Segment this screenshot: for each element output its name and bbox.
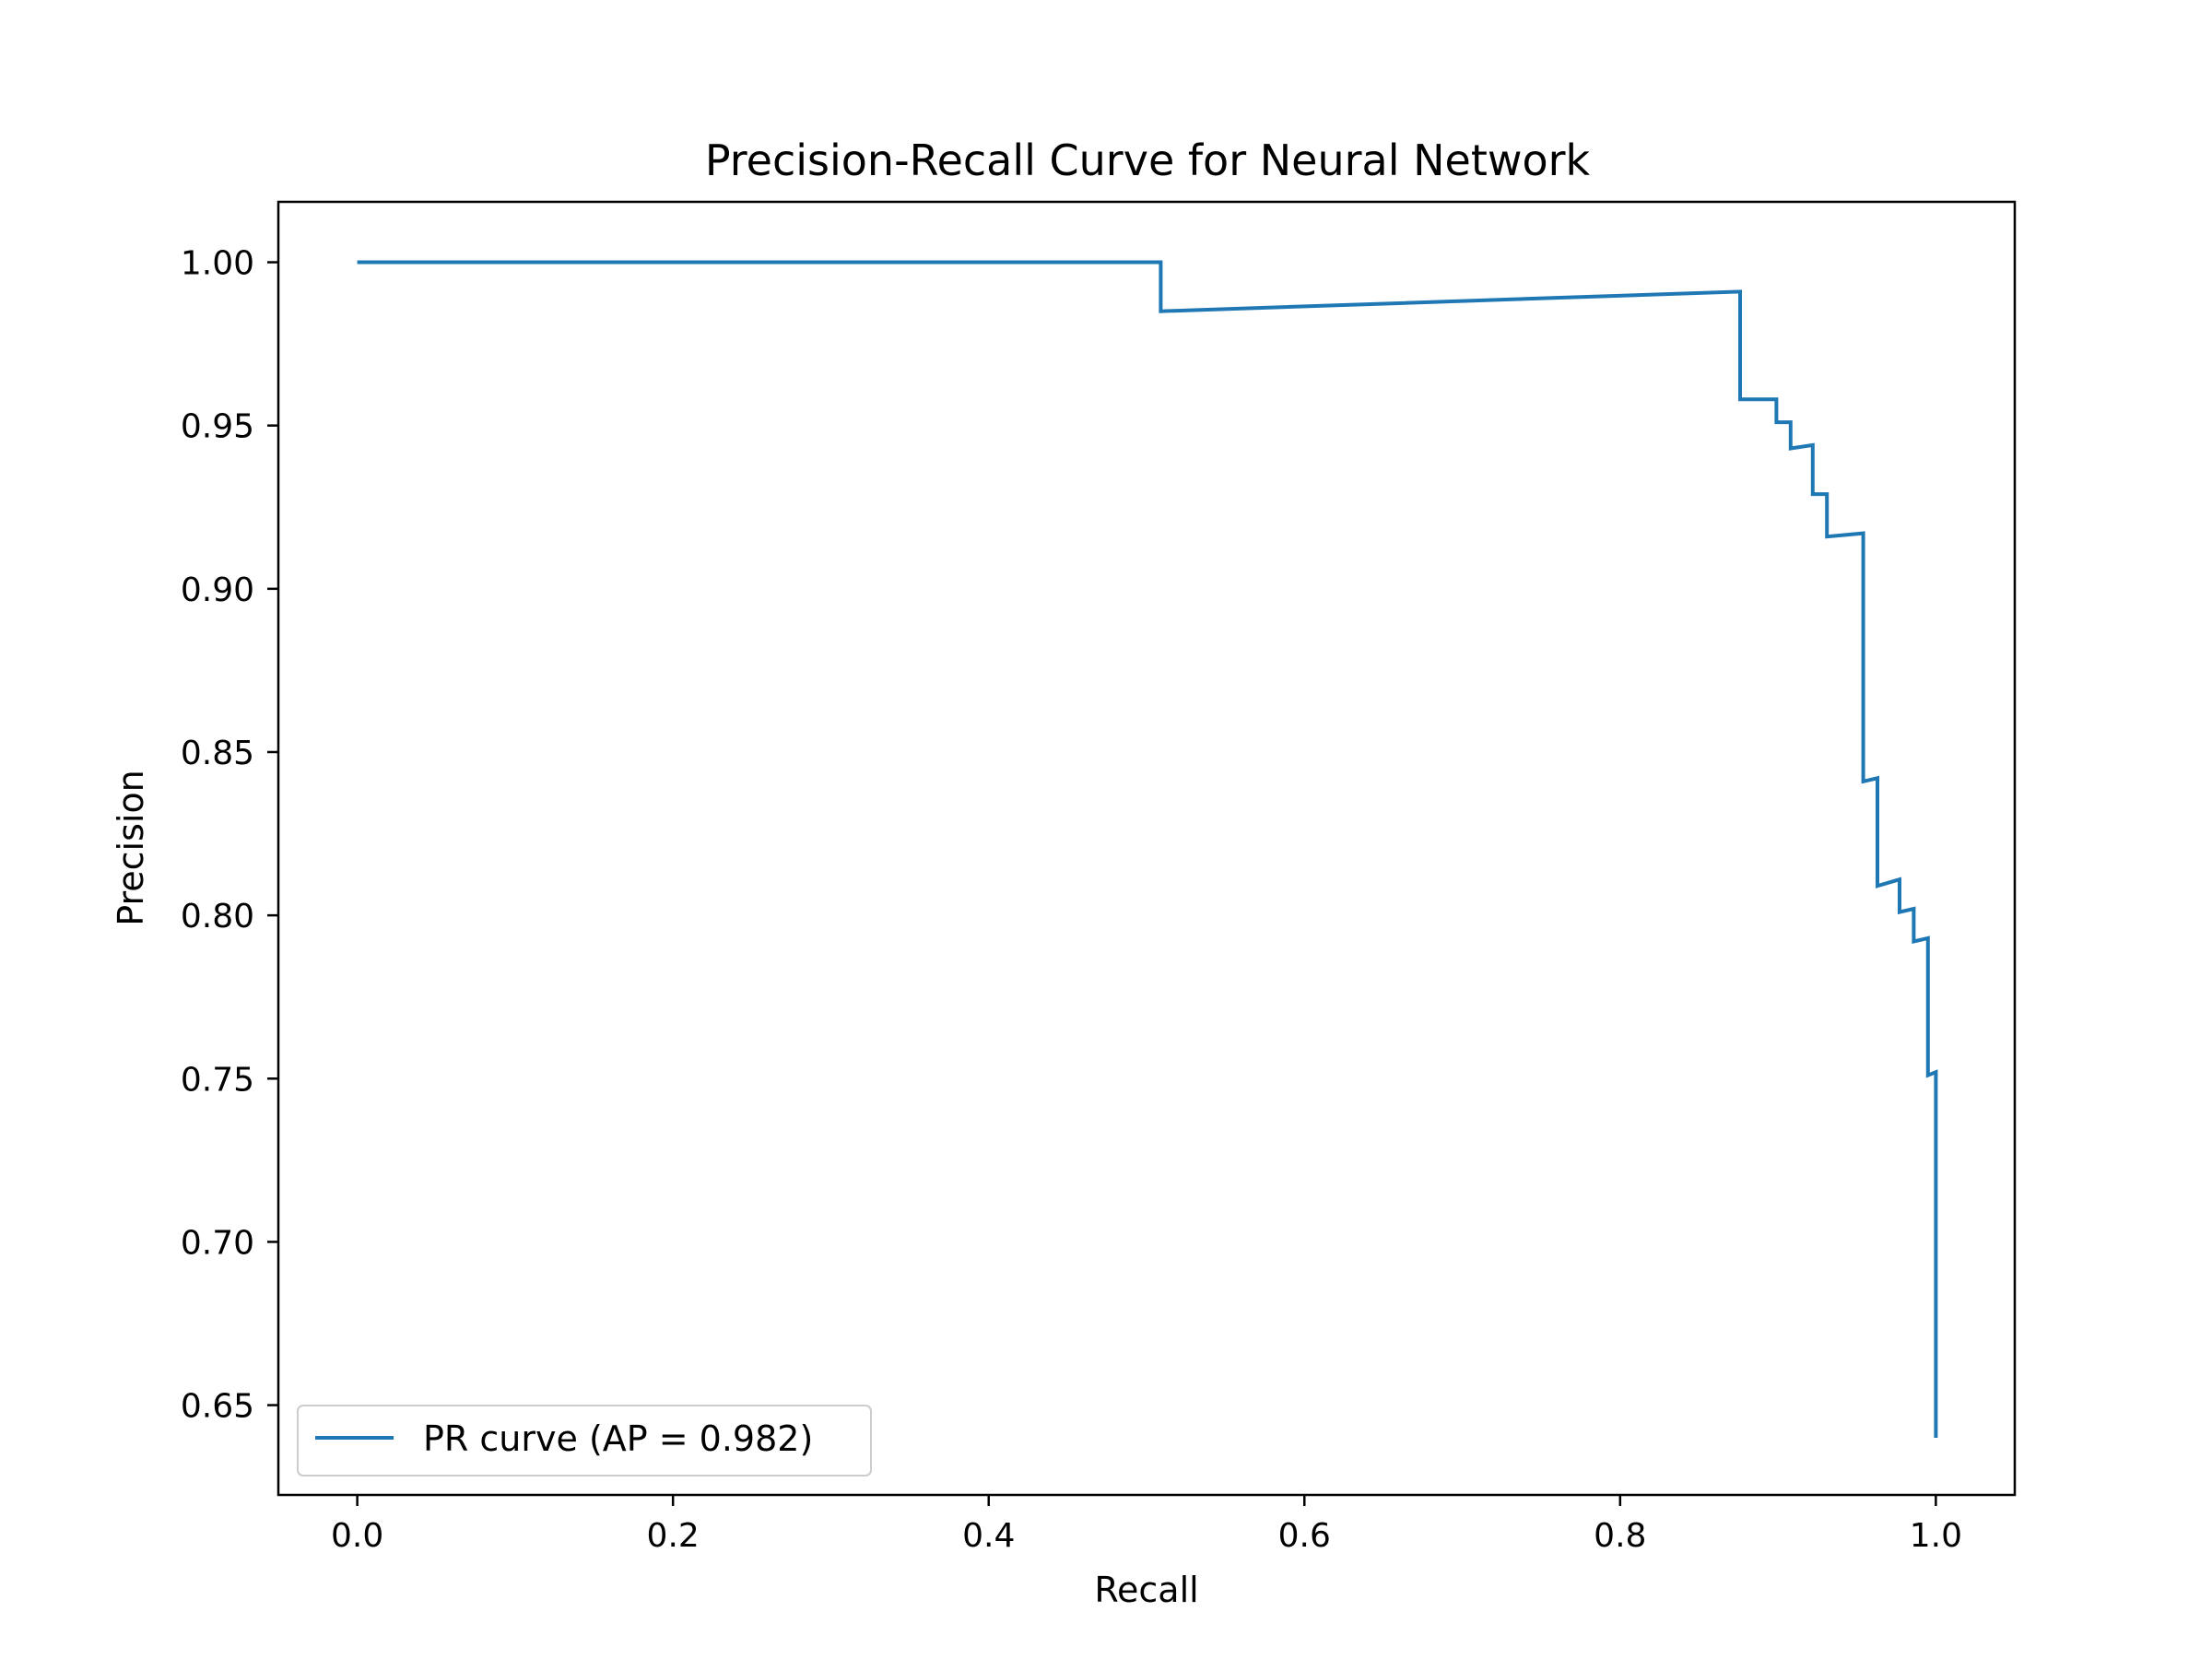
legend-box — [297, 1405, 872, 1477]
y-tick-label: 0.70 — [181, 1224, 254, 1262]
x-tick-label: 0.6 — [1278, 1517, 1331, 1555]
x-tick-label: 0.4 — [962, 1517, 1015, 1555]
x-axis-ticks: 0.0 0.2 0.4 0.6 0.8 1.0 — [331, 1495, 1962, 1555]
y-tick-label: 0.65 — [181, 1388, 254, 1426]
x-tick-label: 0.8 — [1594, 1517, 1646, 1555]
y-tick-label: 0.85 — [181, 735, 254, 772]
y-tick-label: 0.95 — [181, 408, 254, 446]
plot-area — [278, 202, 2015, 1495]
chart-title: Precision-Recall Curve for Neural Networ… — [705, 135, 1591, 185]
y-axis-title: Precision — [111, 770, 151, 926]
y-tick-label: 0.80 — [181, 898, 254, 935]
y-tick-label: 1.00 — [181, 245, 254, 283]
x-tick-label: 0.2 — [647, 1517, 700, 1555]
legend-label: PR curve (AP = 0.982) — [423, 1418, 813, 1459]
x-axis-title: Recall — [1094, 1570, 1198, 1610]
x-tick-label: 1.0 — [1910, 1517, 1962, 1555]
x-tick-label: 0.0 — [331, 1517, 383, 1555]
pr-curve-line — [357, 260, 1938, 1438]
y-axis-ticks: 0.65 0.70 0.75 0.80 0.85 0.90 0.95 1.00 — [181, 245, 278, 1426]
legend: PR curve (AP = 0.982) — [297, 1405, 872, 1477]
plot-frame — [276, 200, 2017, 1497]
y-tick-label: 0.90 — [181, 571, 254, 609]
y-tick-label: 0.75 — [181, 1061, 254, 1099]
